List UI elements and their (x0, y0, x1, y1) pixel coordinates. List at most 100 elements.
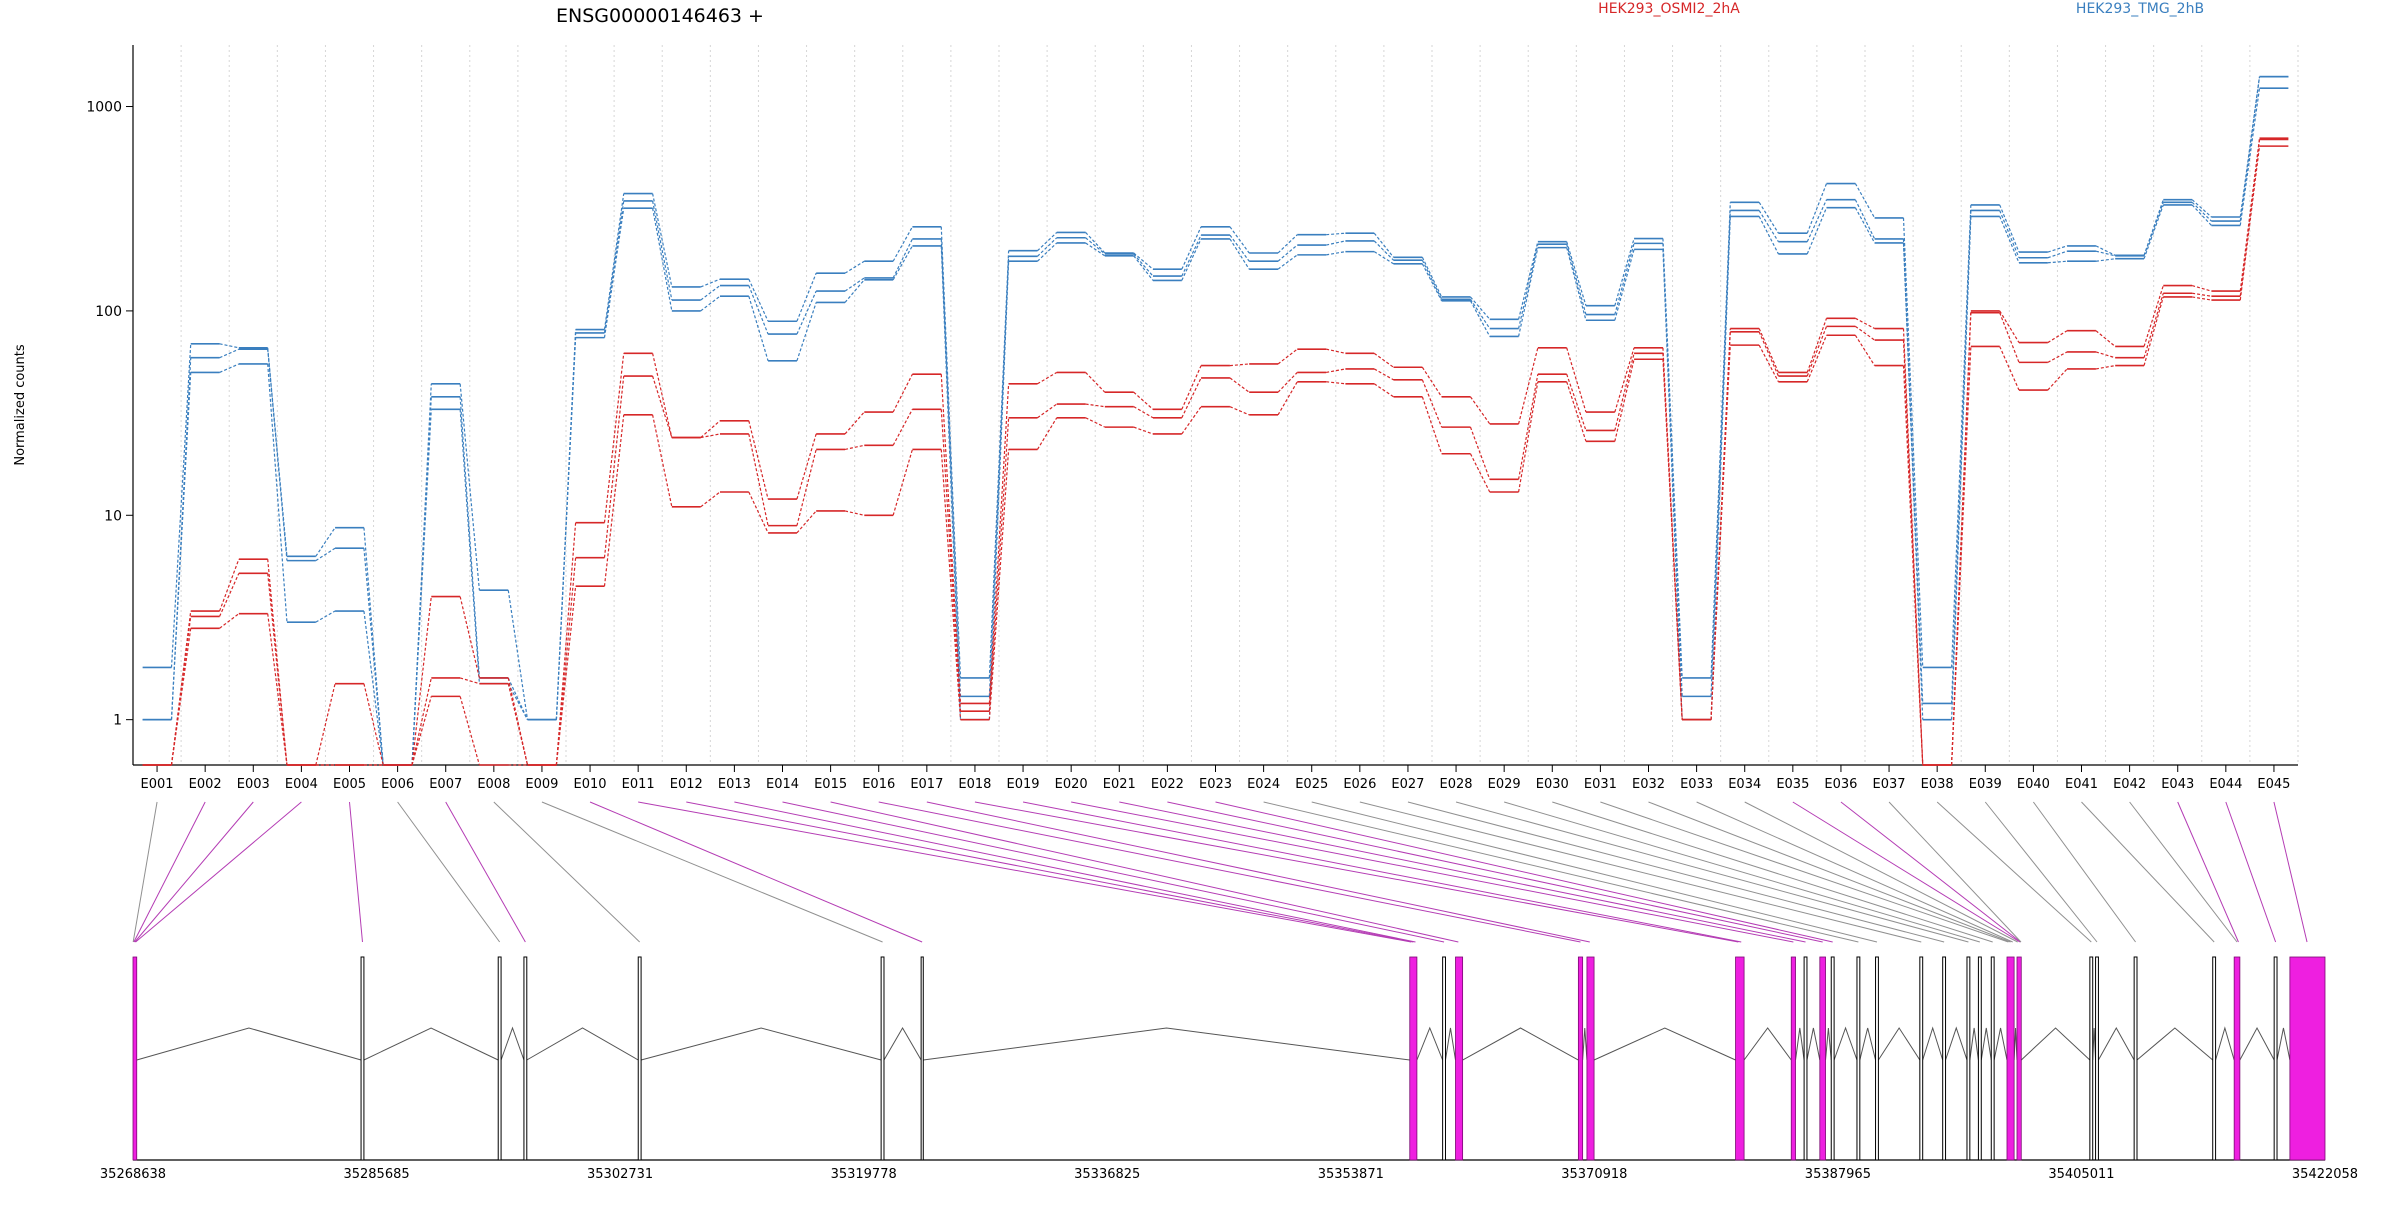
mapping-line-e037 (1888, 801, 2022, 943)
genomic-coordinate-label: 35268638 (100, 1167, 166, 1182)
mapping-line-e003 (134, 801, 254, 943)
series-connector (796, 433, 817, 500)
series-connector (170, 343, 192, 668)
series-connector (1855, 325, 1875, 341)
genomic-coordinate-label: 35319778 (831, 1167, 897, 1182)
x-tick-label-e024: E024 (1247, 777, 1280, 792)
series-connector (603, 375, 625, 558)
x-tick-label-e002: E002 (189, 777, 222, 792)
series-connector (1229, 363, 1250, 367)
exon-block (880, 956, 885, 1161)
series-connector (1566, 347, 1587, 413)
y-tick-label: 1 (113, 713, 122, 729)
series-connector (411, 596, 432, 766)
series-connector (1277, 254, 1298, 270)
series-connector (1181, 406, 1202, 435)
series-connector (219, 558, 240, 612)
grid-lines (132, 45, 2299, 765)
series-connector (1758, 328, 1779, 373)
exon-block (1919, 956, 1924, 1161)
genomic-coordinate-label: 35353871 (1318, 1167, 1384, 1182)
series-connector (2095, 330, 2116, 347)
series-connector (1133, 255, 1154, 281)
series-connector (1037, 232, 1058, 252)
mapping-line-e009 (541, 801, 883, 943)
x-tick-label-e037: E037 (1873, 777, 1906, 792)
x-tick-label-e005: E005 (333, 777, 366, 792)
exon-block (1966, 956, 1971, 1161)
mapping-line-e042 (2129, 801, 2238, 943)
mapping-line-e012 (686, 801, 1414, 943)
series-connector (459, 409, 480, 684)
mapping-line-e006 (397, 801, 501, 943)
exon-block (2273, 956, 2278, 1161)
series-connector (2192, 292, 2212, 297)
series-connector (1902, 365, 1924, 766)
x-tick-label-e009: E009 (525, 777, 558, 792)
exon-block (1455, 956, 1464, 1161)
series-connector (1758, 216, 1779, 255)
series-connector (459, 677, 480, 685)
mapping-line-e021 (1119, 801, 1806, 943)
series-line-5 (142, 138, 2289, 766)
series-connector (1806, 326, 1828, 377)
series-connector (1758, 344, 1779, 383)
series-connector (1854, 199, 1876, 240)
series-connector (1614, 347, 1635, 413)
series-connector (1902, 238, 1924, 704)
exon-block (2016, 956, 2022, 1161)
mapping-line-e033 (1696, 801, 2013, 943)
series-connector (1421, 257, 1443, 298)
series-connector (1518, 244, 1539, 329)
series-connector (1133, 391, 1154, 410)
exon-block (1856, 956, 1861, 1161)
series-connector (1229, 406, 1250, 416)
mapping-line-e039 (1984, 801, 2098, 943)
series-connector (2095, 351, 2116, 359)
series-connector (2191, 199, 2212, 218)
exon-block (2095, 956, 2099, 1161)
series-connector (1758, 331, 1779, 377)
intron-line (923, 1027, 1410, 1061)
mapping-line-e038 (1936, 801, 2092, 943)
series-connector (363, 610, 384, 766)
series-connector (1037, 403, 1058, 419)
series-connector (459, 383, 480, 591)
series-connector (1326, 381, 1346, 385)
mapping-line-e034 (1744, 801, 2018, 943)
series-connector (2095, 245, 2116, 256)
series-connector (1469, 426, 1491, 480)
series-connector (1999, 310, 2020, 343)
series-connector (1614, 238, 1635, 306)
exon-block (1990, 956, 1995, 1161)
x-tick-label-e035: E035 (1776, 777, 1809, 792)
x-tick-label-e025: E025 (1295, 777, 1328, 792)
series-connector (219, 573, 240, 617)
series-connector (1951, 204, 1972, 668)
series-connector (1614, 249, 1635, 321)
mapping-line-e043 (2177, 801, 2239, 943)
series-connector (1469, 298, 1491, 329)
series-connector (844, 444, 865, 451)
series-connector (1566, 241, 1587, 306)
series-connector (700, 491, 721, 508)
series-connector (1326, 232, 1346, 236)
mapping-line-e041 (2081, 801, 2215, 943)
intron-line (2276, 1027, 2291, 1061)
x-tick-label-e042: E042 (2113, 777, 2146, 792)
mapping-line-e023 (1215, 801, 1833, 943)
series-connector (1085, 403, 1105, 408)
x-tick-label-e026: E026 (1343, 777, 1376, 792)
series-connector (459, 596, 480, 679)
series-connector (700, 295, 721, 312)
series-connector (1854, 334, 1876, 366)
series-connector (2191, 201, 2212, 222)
series-connector (603, 200, 625, 334)
series-connector (700, 420, 721, 439)
series-connector (267, 573, 288, 766)
series-connector (2047, 250, 2068, 259)
series-connector (2143, 293, 2164, 358)
intron-line (2239, 1026, 2275, 1061)
series-connector (219, 348, 240, 359)
series-connector (1806, 318, 1828, 373)
